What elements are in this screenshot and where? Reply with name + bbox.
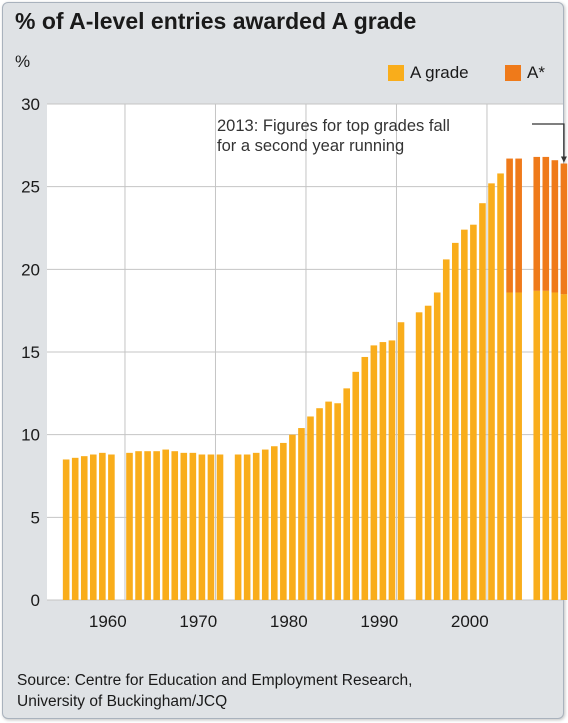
bar-a-star (533, 156, 541, 291)
bar-a-grade (126, 452, 133, 600)
bar-a-grade (379, 342, 387, 600)
source-line-2: University of Buckingham/JCQ (17, 693, 228, 710)
annotation-text-line: for a second year running (217, 137, 404, 155)
x-tick-label: 1980 (270, 612, 308, 631)
bar-a-grade (352, 371, 360, 600)
legend-label-a-star: A* (527, 63, 545, 82)
bar-a-grade (343, 388, 350, 600)
bar-a-grade (135, 451, 142, 600)
x-tick-label: 1960 (89, 612, 127, 631)
bar-a-grade (234, 454, 242, 600)
bar-a-grade (515, 292, 522, 600)
bar-a-grade (307, 416, 314, 600)
source-note: Source: Centre for Education and Employm… (17, 670, 412, 712)
bar-a-grade (433, 292, 441, 600)
bar-a-grade (388, 340, 396, 600)
bar-a-grade (261, 449, 269, 600)
bar-a-grade (506, 292, 513, 600)
bar-a-grade (542, 290, 550, 600)
bar-a-grade (479, 203, 486, 600)
bar-a-grade (470, 224, 477, 600)
bar-a-grade (424, 305, 432, 600)
bar-a-grade (108, 454, 115, 600)
y-tick-label: 25 (21, 178, 40, 197)
bar-a-grade (252, 452, 260, 600)
y-axis-unit-label: % (15, 52, 31, 71)
bar-a-grade (216, 454, 224, 600)
bar-a-star (551, 160, 559, 293)
bar-a-grade (153, 451, 160, 600)
source-line-1: Source: Centre for Education and Employm… (17, 672, 413, 689)
chart-title: % of A-level entries awarded A grade (15, 8, 417, 34)
annotation-arrowhead (560, 156, 567, 163)
y-tick-label: 10 (21, 426, 40, 445)
bar-a-grade (207, 454, 215, 600)
bar-a-star (560, 163, 568, 295)
bar-a-grade (560, 294, 568, 600)
bar-a-star (515, 158, 522, 293)
bar-a-grade (461, 229, 468, 600)
bar-a-grade (488, 183, 495, 601)
x-tick-label: 2000 (451, 612, 489, 631)
bar-a-grade (325, 401, 332, 600)
bar-a-grade (452, 242, 459, 600)
bar-a-grade (497, 173, 504, 600)
legend-label-a-grade: A grade (410, 63, 469, 82)
bar-a-grade (533, 290, 541, 600)
bar-a-grade (397, 322, 405, 600)
y-tick-label: 20 (21, 260, 40, 279)
bar-a-grade (90, 454, 97, 600)
bar-a-grade (243, 454, 251, 600)
bar-a-grade (99, 452, 106, 600)
annotation-text-line: 2013: Figures for top grades fall (217, 117, 450, 135)
bar-a-grade (171, 451, 179, 600)
y-tick-label: 15 (21, 343, 40, 362)
annotation-leader-line (532, 123, 565, 161)
x-tick-label: 1990 (360, 612, 398, 631)
bar-a-grade (415, 312, 423, 600)
bar-a-grade (316, 408, 323, 600)
bar-a-grade (370, 345, 378, 600)
bar-a-grade (551, 292, 559, 600)
bar-a-grade (280, 442, 287, 600)
bar-a-grade (271, 446, 278, 600)
bar-a-grade (180, 452, 188, 600)
bar-a-grade (189, 452, 197, 600)
legend-item-a-grade: A grade (388, 63, 469, 83)
legend-swatch-a-grade (388, 65, 404, 81)
legend-item-a-star: A* (505, 63, 545, 83)
y-tick-label: 5 (31, 508, 40, 527)
y-tick-label: 0 (31, 591, 40, 610)
bar-a-grade (198, 454, 206, 600)
bar-a-grade (361, 356, 369, 600)
bar-a-grade (298, 428, 305, 600)
bar-a-grade (289, 434, 296, 600)
bar-a-star (542, 156, 550, 291)
bar-a-star (506, 158, 513, 293)
bar-a-grade (62, 459, 70, 600)
bar-a-grade (162, 449, 169, 600)
y-tick-label: 30 (21, 95, 40, 114)
bar-a-grade (80, 456, 88, 600)
legend-swatch-a-star (505, 65, 521, 81)
bar-a-grade (71, 457, 79, 600)
bar-a-grade (334, 403, 341, 600)
bar-a-grade (144, 451, 151, 600)
x-tick-label: 1970 (179, 612, 217, 631)
bar-a-grade (442, 259, 450, 600)
